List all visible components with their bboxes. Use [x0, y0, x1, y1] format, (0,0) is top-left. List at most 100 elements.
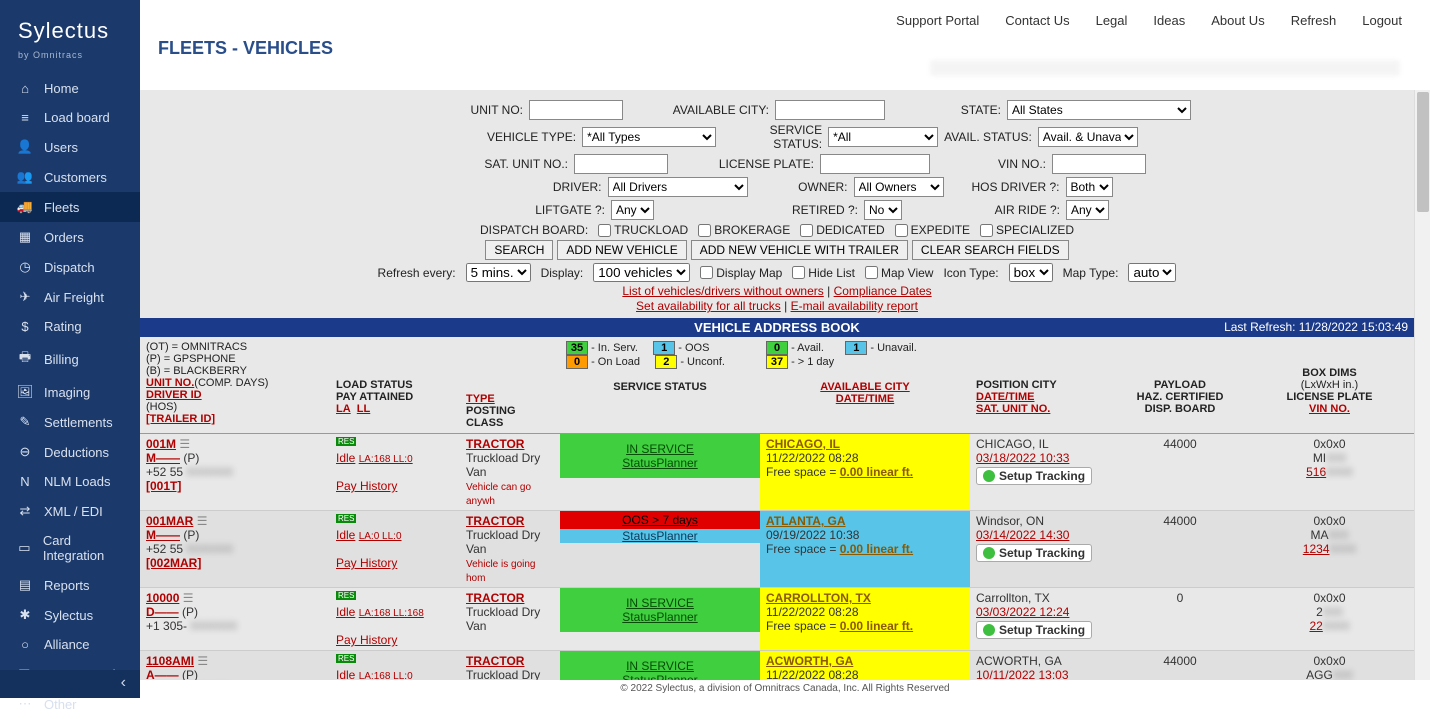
- available-city-link[interactable]: ATLANTA, GA: [766, 514, 846, 528]
- icon-type-select[interactable]: box: [1009, 263, 1053, 282]
- setup-tracking-button[interactable]: Setup Tracking: [976, 544, 1092, 562]
- service-status-select[interactable]: *All: [828, 127, 938, 147]
- driver-link[interactable]: M——: [146, 528, 180, 542]
- topnav-contact-us[interactable]: Contact Us: [1005, 13, 1069, 28]
- sidebar-item-rating[interactable]: $Rating: [0, 312, 140, 341]
- unit-link[interactable]: 001M: [146, 437, 176, 451]
- list-without-owners-link[interactable]: List of vehicles/drivers without owners: [622, 284, 823, 298]
- free-space-link[interactable]: 0.00 linear ft.: [840, 619, 913, 633]
- available-dt-header[interactable]: DATE/TIME: [836, 393, 894, 405]
- sidebar-item-orders[interactable]: ▦Orders: [0, 222, 140, 252]
- sat-unit-input[interactable]: [574, 154, 668, 174]
- vertical-scrollbar[interactable]: [1414, 90, 1430, 680]
- ll-header[interactable]: LL: [357, 403, 370, 415]
- retired-select[interactable]: No: [864, 200, 902, 220]
- state-select[interactable]: All States: [1007, 100, 1191, 120]
- vehicle-type-link[interactable]: TRACTOR: [466, 437, 524, 451]
- load-status-link[interactable]: Idle: [336, 451, 355, 465]
- pay-history-link[interactable]: Pay History: [336, 479, 397, 493]
- sidebar-item-billing[interactable]: 🖶Billing: [0, 341, 140, 377]
- dispatch-brokerage[interactable]: BROKERAGE: [698, 223, 790, 237]
- available-city-link[interactable]: ACWORTH, GA: [766, 654, 853, 668]
- status-planner-link[interactable]: StatusPlanner: [622, 673, 697, 680]
- hos-driver-select[interactable]: Both: [1066, 177, 1113, 197]
- hide-list-check[interactable]: Hide List: [792, 266, 855, 280]
- sat-unit-header[interactable]: SAT. UNIT NO.: [976, 403, 1050, 415]
- sidebar-item-air-freight[interactable]: ✈Air Freight: [0, 282, 140, 312]
- sidebar-item-imaging[interactable]: 🖼Imaging: [0, 377, 140, 407]
- add-vehicle-button[interactable]: ADD NEW VEHICLE: [557, 240, 686, 260]
- position-dt-link[interactable]: 03/03/2022 12:24: [976, 605, 1069, 619]
- clear-search-button[interactable]: CLEAR SEARCH FIELDS: [912, 240, 1069, 260]
- status-planner-link[interactable]: StatusPlanner: [622, 610, 697, 624]
- sidebar-item-home[interactable]: ⌂Home: [0, 74, 140, 103]
- driver-select[interactable]: All Drivers: [608, 177, 748, 197]
- refresh-every-select[interactable]: 5 mins.: [466, 263, 531, 282]
- owner-select[interactable]: All Owners: [854, 177, 944, 197]
- unit-link[interactable]: 10000: [146, 591, 179, 605]
- unit-link[interactable]: 001MAR: [146, 514, 193, 528]
- sidebar-item-users[interactable]: 👤Users: [0, 132, 140, 162]
- topnav-logout[interactable]: Logout: [1362, 13, 1402, 28]
- position-dt-link[interactable]: 03/14/2022 14:30: [976, 528, 1069, 542]
- driver-link[interactable]: M——: [146, 451, 180, 465]
- service-status-link[interactable]: IN SERVICE: [626, 442, 694, 456]
- available-city-link[interactable]: CARROLLTON, TX: [766, 591, 871, 605]
- vin-link[interactable]: 516: [1306, 465, 1326, 479]
- display-map-check[interactable]: Display Map: [700, 266, 782, 280]
- free-space-link[interactable]: 0.00 linear ft.: [840, 465, 913, 479]
- dispatch-truckload[interactable]: TRUCKLOAD: [598, 223, 688, 237]
- sidebar-item-deductions[interactable]: ⊖Deductions: [0, 437, 140, 467]
- sidebar-collapse[interactable]: ‹: [0, 670, 140, 698]
- trailer-id-header[interactable]: [TRAILER ID]: [146, 413, 215, 425]
- vehicle-type-link[interactable]: TRACTOR: [466, 514, 524, 528]
- sidebar-item-xml-edi[interactable]: ⇄XML / EDI: [0, 496, 140, 526]
- license-plate-input[interactable]: [820, 154, 930, 174]
- driver-id-header[interactable]: DRIVER ID: [146, 389, 202, 401]
- setup-tracking-button[interactable]: Setup Tracking: [976, 621, 1092, 639]
- status-planner-link[interactable]: StatusPlanner: [622, 456, 697, 470]
- service-status-link[interactable]: IN SERVICE: [626, 596, 694, 610]
- pay-history-link[interactable]: Pay History: [336, 556, 397, 570]
- dispatch-dedicated[interactable]: DEDICATED: [800, 223, 884, 237]
- sidebar-item-load-board[interactable]: ≡Load board: [0, 103, 140, 132]
- free-space-link[interactable]: 0.00 linear ft.: [840, 542, 913, 556]
- dispatch-expedite[interactable]: EXPEDITE: [895, 223, 970, 237]
- topnav-ideas[interactable]: Ideas: [1153, 13, 1185, 28]
- search-button[interactable]: SEARCH: [485, 240, 553, 260]
- air-ride-select[interactable]: Any: [1066, 200, 1109, 220]
- available-city-input[interactable]: [775, 100, 885, 120]
- sidebar-item-card-integration[interactable]: ▭Card Integration: [0, 526, 140, 570]
- position-dt-header[interactable]: DATE/TIME: [976, 391, 1034, 403]
- pay-history-link[interactable]: Pay History: [336, 633, 397, 647]
- load-status-link[interactable]: Idle: [336, 528, 355, 542]
- map-view-check[interactable]: Map View: [865, 266, 933, 280]
- topnav-refresh[interactable]: Refresh: [1291, 13, 1337, 28]
- set-availability-link[interactable]: Set availability for all trucks: [636, 299, 781, 313]
- topnav-legal[interactable]: Legal: [1096, 13, 1128, 28]
- vehicle-type-link[interactable]: TRACTOR: [466, 591, 524, 605]
- topnav-about-us[interactable]: About Us: [1211, 13, 1264, 28]
- sidebar-item-reports[interactable]: ▤Reports: [0, 570, 140, 600]
- vehicle-type-select[interactable]: *All Types: [582, 127, 716, 147]
- sidebar-item-customers[interactable]: 👥Customers: [0, 162, 140, 192]
- sidebar-item-alliance[interactable]: ○Alliance: [0, 630, 140, 659]
- type-header[interactable]: TYPE: [466, 393, 495, 405]
- sidebar-item-dispatch[interactable]: ◷Dispatch: [0, 252, 140, 282]
- vin-link[interactable]: 22: [1309, 619, 1322, 633]
- map-type-select[interactable]: auto: [1128, 263, 1176, 282]
- driver-link[interactable]: A——: [146, 668, 179, 680]
- load-status-link[interactable]: Idle: [336, 605, 355, 619]
- service-status-link[interactable]: IN SERVICE: [626, 659, 694, 673]
- position-dt-link[interactable]: 03/18/2022 10:33: [976, 451, 1069, 465]
- sidebar-item-nlm-loads[interactable]: NNLM Loads: [0, 467, 140, 496]
- load-status-link[interactable]: Idle: [336, 668, 355, 680]
- dispatch-specialized[interactable]: SPECIALIZED: [980, 223, 1074, 237]
- setup-tracking-button[interactable]: Setup Tracking: [976, 467, 1092, 485]
- unit-no-input[interactable]: [529, 100, 623, 120]
- liftgate-select[interactable]: Any: [611, 200, 654, 220]
- sidebar-item-sylectus[interactable]: ✱Sylectus: [0, 600, 140, 630]
- trailer-link[interactable]: [001T]: [146, 479, 181, 493]
- unit-link[interactable]: 1108AMI: [146, 654, 194, 668]
- sidebar-item-settlements[interactable]: ✎Settlements: [0, 407, 140, 437]
